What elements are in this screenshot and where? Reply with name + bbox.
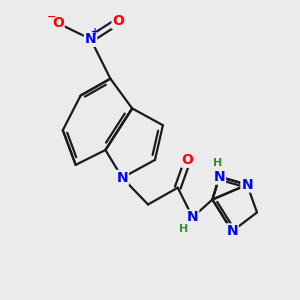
Text: +: +: [91, 27, 99, 37]
Text: O: O: [182, 153, 194, 167]
Text: N: N: [214, 170, 225, 184]
Text: O: O: [52, 16, 64, 30]
Text: N: N: [187, 210, 198, 224]
Text: N: N: [241, 178, 253, 192]
Text: H: H: [213, 158, 223, 168]
Text: N: N: [116, 171, 128, 185]
Text: H: H: [179, 224, 188, 234]
Text: N: N: [85, 32, 96, 46]
Text: N: N: [226, 224, 238, 238]
Text: O: O: [112, 14, 124, 28]
Text: −: −: [46, 12, 56, 22]
